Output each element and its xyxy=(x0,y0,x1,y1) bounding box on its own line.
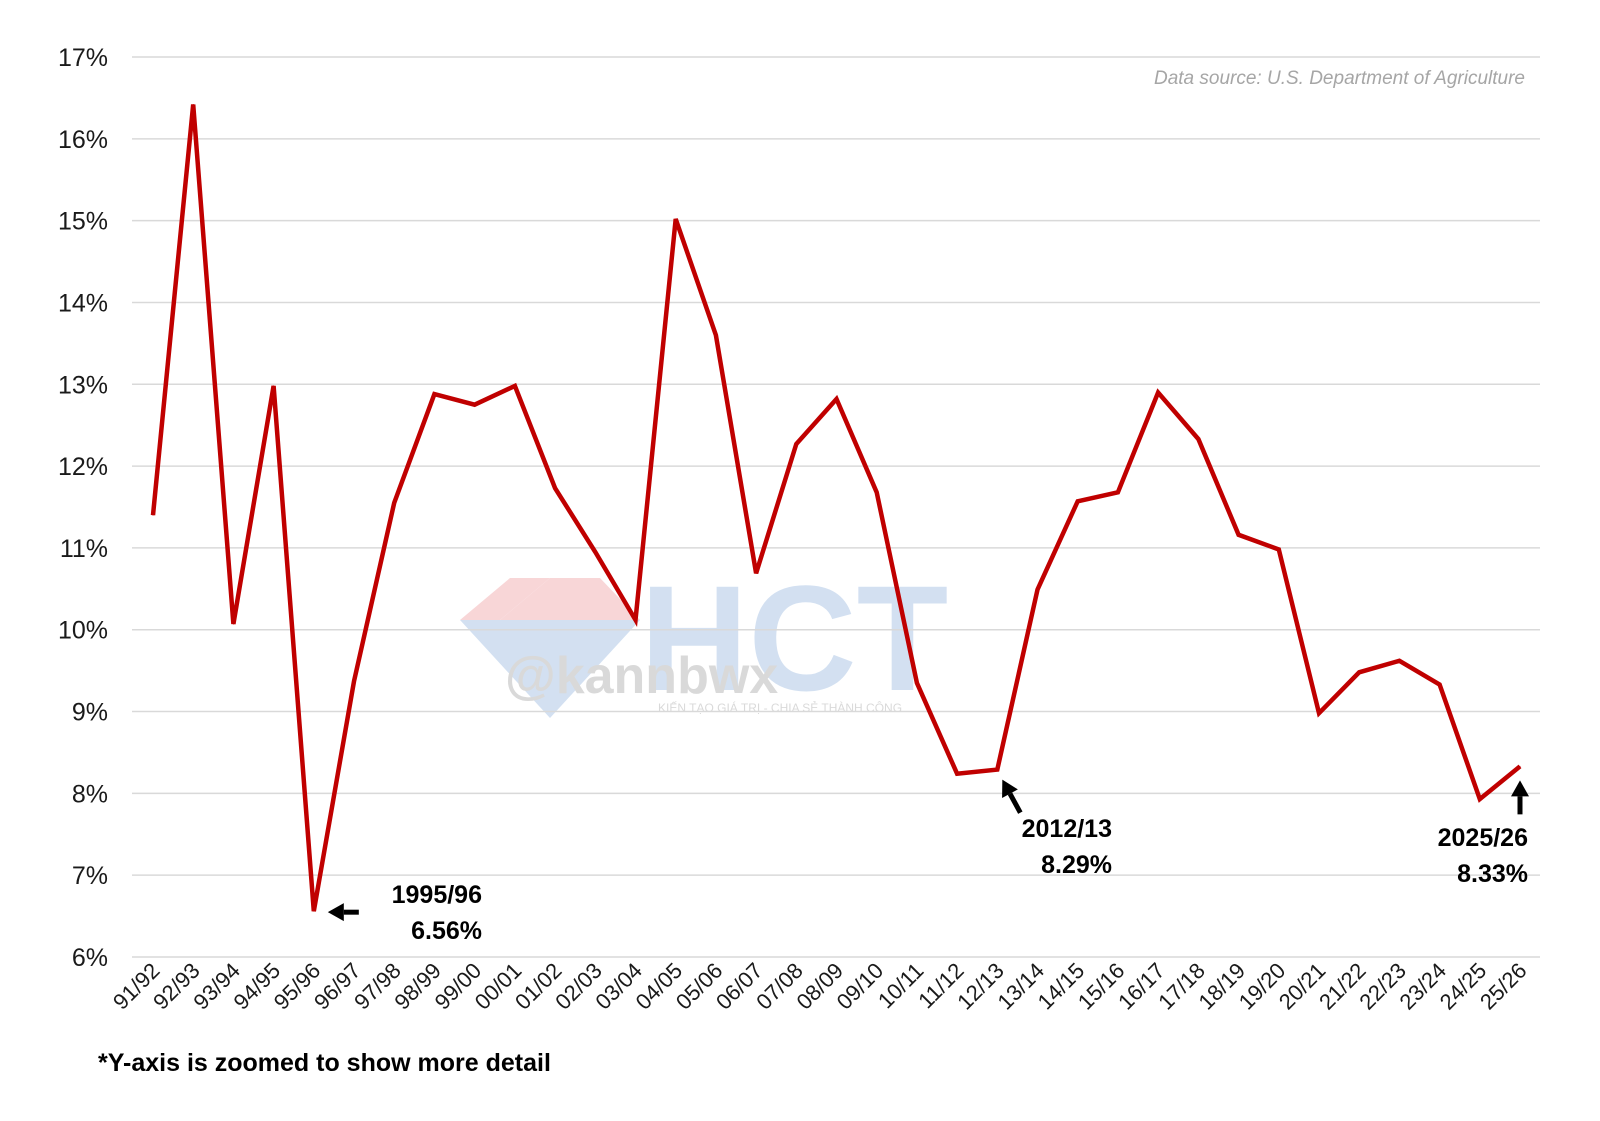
annotations: 1995/96 6.56% 2012/13 8.29% 2025/26 8.33% xyxy=(327,779,1529,945)
y-tick-label: 6% xyxy=(72,944,108,972)
watermark-tagline: KIẾN TẠO GIÁ TRỊ - CHIA SẺ THÀNH CÔNG xyxy=(658,700,902,715)
annotation-arrow-head xyxy=(327,903,344,922)
footnote: *Y-axis is zoomed to show more detail xyxy=(98,1049,551,1077)
watermark-logo-shape xyxy=(460,578,550,620)
watermark-handle: @kannbwx xyxy=(505,647,778,705)
annotation-value: 8.33% xyxy=(1457,860,1528,888)
annotation-value: 8.29% xyxy=(1041,851,1112,879)
data-point xyxy=(554,487,556,489)
data-point xyxy=(433,393,435,395)
x-tick-label: 10/11 xyxy=(873,958,928,1013)
data-point xyxy=(232,623,234,625)
data-point xyxy=(1479,798,1481,800)
data-point xyxy=(1318,712,1320,714)
data-point xyxy=(634,619,636,621)
y-tick-label: 10% xyxy=(58,617,108,645)
data-point xyxy=(152,514,154,516)
x-tick-label: 25/26 xyxy=(1475,958,1532,1015)
data-point xyxy=(1439,684,1441,686)
y-tick-label: 13% xyxy=(58,371,108,399)
y-tick-label: 15% xyxy=(58,208,108,236)
data-point xyxy=(1077,500,1079,502)
data-point xyxy=(755,572,757,574)
watermark-logo-shape xyxy=(460,620,640,718)
y-tick-label: 16% xyxy=(58,126,108,154)
y-tick-label: 11% xyxy=(60,535,108,563)
data-point xyxy=(715,334,717,336)
series-line xyxy=(150,104,1522,912)
data-point xyxy=(836,398,837,400)
data-point xyxy=(313,910,315,912)
y-tick-label: 14% xyxy=(58,289,108,317)
data-point xyxy=(353,680,355,682)
data-point xyxy=(956,773,958,775)
data-point xyxy=(996,769,998,771)
annotation-value: 6.56% xyxy=(411,917,482,945)
data-point xyxy=(1037,589,1039,591)
data-point xyxy=(1238,534,1240,536)
annotation-arrow-shaft xyxy=(1007,792,1023,814)
data-point xyxy=(273,385,275,387)
gridlines xyxy=(132,56,1540,958)
data-point xyxy=(192,103,194,105)
y-tick-label: 12% xyxy=(58,453,108,481)
y-tick-label: 8% xyxy=(72,780,108,808)
annotation-year: 1995/96 xyxy=(392,881,482,909)
data-point xyxy=(916,682,918,684)
data-point xyxy=(594,551,596,553)
watermark-logo-shape xyxy=(500,578,640,620)
watermark: HCT @kannbwx KIẾN TẠO GIÁ TRỊ - CHIA SẺ … xyxy=(460,554,948,722)
data-point xyxy=(514,385,516,387)
data-point xyxy=(393,502,395,504)
y-tick-label: 17% xyxy=(58,44,108,72)
x-axis-ticks: 91/9292/9393/9494/9595/9696/9797/9898/99… xyxy=(108,958,1532,1015)
data-point xyxy=(795,443,797,445)
data-point xyxy=(1398,660,1400,662)
data-point xyxy=(1197,438,1199,440)
data-point xyxy=(876,491,878,493)
data-point xyxy=(1278,549,1280,551)
annotation-arrow-head xyxy=(1002,779,1018,798)
annotation-year: 2025/26 xyxy=(1438,824,1528,852)
y-tick-label: 9% xyxy=(72,699,108,727)
y-tick-label: 7% xyxy=(72,862,108,890)
data-point xyxy=(1157,391,1159,393)
y-axis-ticks: 6% 7% 8% 9% 10% 11% 12% 13% 14% 15% 16% 17% xyxy=(58,44,108,972)
series-group xyxy=(150,103,1522,912)
data-source-note: Data source: U.S. Department of Agricult… xyxy=(1154,68,1525,89)
data-point xyxy=(1358,671,1360,673)
data-point xyxy=(474,404,476,406)
x-tick-label: 09/10 xyxy=(832,958,889,1015)
data-point xyxy=(675,218,677,220)
data-point xyxy=(1117,491,1119,493)
annotation-arrow-head xyxy=(1511,780,1529,797)
data-point xyxy=(1519,765,1521,767)
annotation-year: 2012/13 xyxy=(1022,815,1112,843)
